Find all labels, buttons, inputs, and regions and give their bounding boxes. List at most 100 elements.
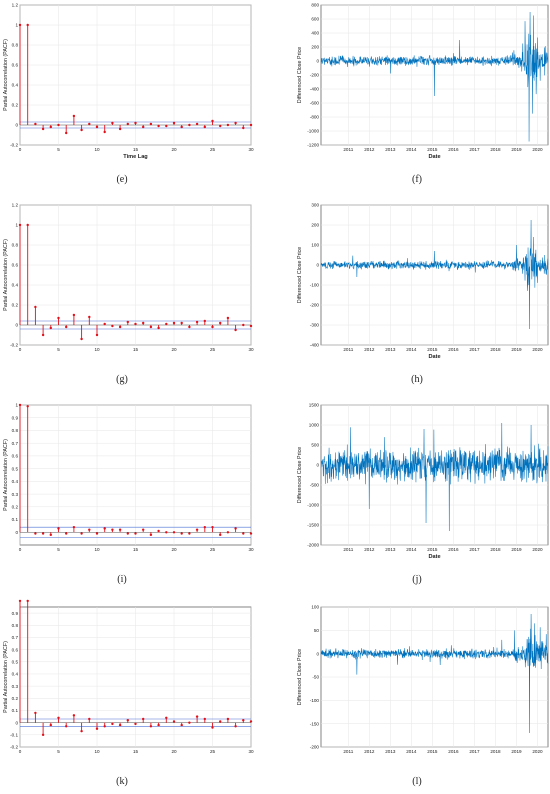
y-tick-label: -1000 <box>307 129 319 134</box>
y-tick-label: 0.1 <box>12 708 19 713</box>
x-tick-label: 0 <box>19 547 22 552</box>
x-tick-label: 2019 <box>511 147 522 152</box>
x-tick-label: 2012 <box>364 547 375 552</box>
pacf-marker <box>95 125 99 129</box>
pacf-marker <box>111 528 114 531</box>
chart-f: -1200 -1000 -800 -600 -400 -200 0 200 400 600 800 2… <box>297 3 549 185</box>
x-tick-label: 2016 <box>448 347 459 352</box>
pacf-marker <box>95 333 99 337</box>
price-series-line <box>320 219 549 330</box>
x-axis-label: Date <box>428 554 440 560</box>
pacf-marker <box>234 527 237 530</box>
y-tick-label: 0.3 <box>12 492 19 497</box>
pacf-marker <box>219 321 222 325</box>
y-tick-label: 1 <box>15 223 18 228</box>
pacf-marker <box>195 715 199 718</box>
pacf-marker <box>211 325 214 329</box>
pacf-marker <box>249 123 253 127</box>
x-tick-label: 30 <box>248 547 254 552</box>
pacf-marker <box>80 128 83 132</box>
y-tick-label: -800 <box>310 115 320 120</box>
x-tick-label: 2018 <box>490 147 501 152</box>
pacf-marker <box>126 320 129 324</box>
pacf-marker <box>26 223 29 227</box>
x-tick-label: 2014 <box>406 749 417 754</box>
pacf-marker <box>57 716 60 719</box>
price-series-line <box>320 11 549 142</box>
y-tick-label: 0.9 <box>12 415 19 420</box>
x-tick-label: 2018 <box>490 547 501 552</box>
pacf-marker <box>57 316 60 320</box>
y-tick-label: 0.6 <box>12 454 19 459</box>
pacf-marker <box>172 720 176 723</box>
y-tick-label: 50 <box>314 628 320 633</box>
y-tick-label: -200 <box>310 73 320 78</box>
y-tick-label: -100 <box>310 698 320 703</box>
x-tick-label: 2012 <box>364 749 375 754</box>
y-tick-label: 0.2 <box>12 303 19 308</box>
x-axis-label: Date <box>428 154 440 160</box>
y-tick-label: 0.5 <box>12 659 19 664</box>
y-tick-label: 0 <box>316 59 319 64</box>
pacf-marker <box>126 122 129 126</box>
y-tick-label: 200 <box>311 45 319 50</box>
pacf-marker <box>149 122 153 126</box>
y-tick-label: 0.4 <box>12 672 19 677</box>
pacf-marker <box>34 122 37 126</box>
x-tick-label: 20 <box>171 147 177 152</box>
y-tick-label: 1.2 <box>12 3 19 8</box>
x-tick-label: 2014 <box>406 547 417 552</box>
y-tick-label: -1000 <box>307 503 319 508</box>
pacf-marker <box>180 532 183 535</box>
pacf-marker <box>95 532 99 535</box>
pacf-marker <box>72 714 76 717</box>
y-tick-label: -100 <box>310 283 320 288</box>
pacf-marker <box>172 531 176 534</box>
pacf-marker <box>203 717 206 721</box>
x-tick-label: 2020 <box>532 147 543 152</box>
pacf-marker <box>34 532 37 535</box>
x-tick-label: 2016 <box>448 147 459 152</box>
pacf-marker <box>242 126 245 130</box>
y-axis-label: Partial Autocorrelation (PACF) <box>3 641 9 713</box>
y-tick-label: 0 <box>316 263 319 268</box>
x-tick-label: 2013 <box>385 547 396 552</box>
x-tick-label: 2011 <box>343 749 353 754</box>
y-tick-label: 0.4 <box>12 283 19 288</box>
pacf-marker <box>80 337 83 341</box>
pacf-marker <box>242 323 245 327</box>
pacf-marker <box>88 315 91 319</box>
pacf-marker <box>88 122 91 126</box>
x-axis-label: Time Lag <box>123 154 148 160</box>
pacf-marker <box>211 726 214 729</box>
panel-caption: (f) <box>412 174 422 185</box>
pacf-marker <box>157 723 160 727</box>
panel-caption: (h) <box>411 374 423 385</box>
x-tick-label: 30 <box>248 347 254 352</box>
y-tick-label: 0.2 <box>12 505 19 510</box>
y-tick-label: -600 <box>310 101 320 106</box>
price-series-line <box>320 422 549 532</box>
pacf-marker <box>188 123 191 127</box>
y-tick-label: 1.2 <box>12 203 19 208</box>
pacf-marker <box>165 531 168 534</box>
pacf-marker <box>72 313 76 317</box>
chart-i: 00.10.20.30.40.50.60.70.80.910 5 10 15 20 25 3… <box>3 403 254 585</box>
panel-caption: (l) <box>412 776 421 787</box>
pacf-marker <box>41 333 45 337</box>
y-tick-label: 0.6 <box>12 647 19 652</box>
y-tick-label: -1500 <box>307 523 319 528</box>
pacf-marker <box>18 403 22 407</box>
y-tick-label: 0 <box>316 463 319 468</box>
pacf-marker <box>72 525 76 529</box>
pacf-marker <box>242 719 245 722</box>
y-tick-label: 1 <box>15 403 18 408</box>
x-tick-label: 2014 <box>406 147 417 152</box>
y-tick-label: 0.8 <box>12 43 19 48</box>
pacf-marker <box>203 525 206 529</box>
pacf-marker <box>57 527 60 530</box>
pacf-marker <box>172 321 176 325</box>
y-tick-label: 0.4 <box>12 83 19 88</box>
y-tick-label: 600 <box>311 17 319 22</box>
